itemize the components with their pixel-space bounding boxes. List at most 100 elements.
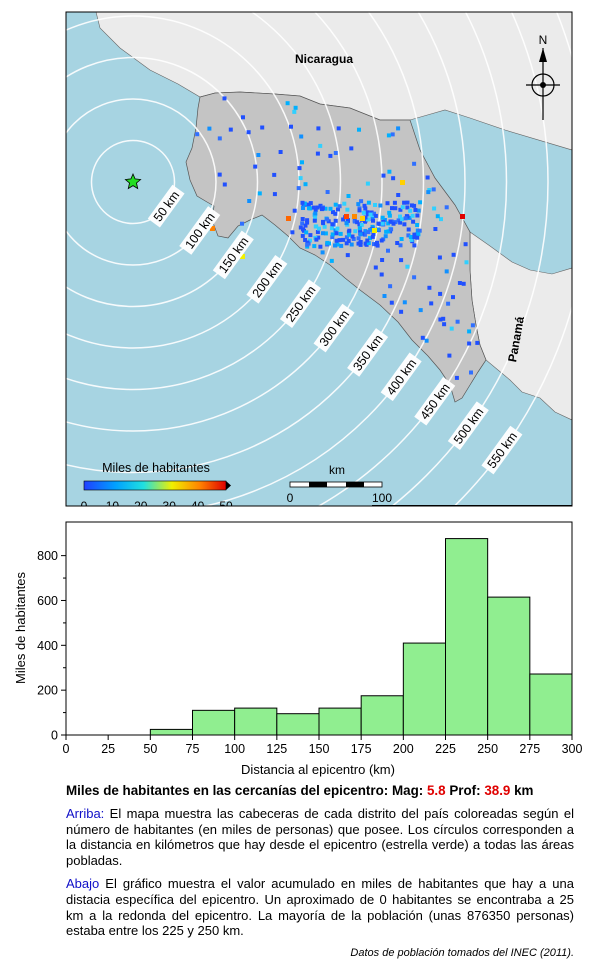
district-dot [415,223,420,227]
histogram-bar [360,695,404,736]
district-dot [398,220,403,225]
caption-arriba: Arriba: El mapa muestra las cabeceras de… [66,806,574,868]
district-dot-high [460,214,465,219]
population-dots [195,96,480,380]
district-dot [341,237,346,242]
district-dot [344,241,349,246]
district-dot [312,218,317,223]
district-dot [426,190,431,195]
district-dot [299,134,304,139]
district-dot [356,236,361,241]
district-dot [328,206,333,211]
district-dot [427,188,432,192]
district-dot [370,234,375,239]
district-dot-high [400,180,405,185]
district-dot [303,182,308,187]
district-dot-high [344,214,349,219]
district-dot [404,214,409,219]
colorbar-ticks: 0 10 20 30 40 50 [81,499,233,513]
district-dot [336,126,341,131]
district-dot [313,216,318,221]
district-dot [207,126,212,131]
district-dot [253,164,258,169]
district-dot [357,208,362,213]
district-dot [396,126,401,131]
district-dot [369,210,374,215]
prof-label: Prof: [449,783,481,798]
distance-ring [201,12,466,506]
district-dot [389,300,394,305]
district-dot [365,217,370,222]
district-dot [451,252,456,257]
district-dot [355,220,360,225]
source-note: Datos de población tomados del INEC (201… [350,946,574,959]
district-dot [353,229,358,234]
histogram-bar [529,673,573,736]
district-dot [305,202,310,207]
district-dot [336,207,340,212]
district-dot [388,219,393,224]
district-dot [427,285,432,290]
distance-ring [66,98,217,266]
district-dot [455,319,460,324]
district-dot [432,206,437,211]
district-dot [366,230,371,235]
district-dot [380,258,385,262]
district-dot [318,143,323,148]
district-dot [333,211,338,216]
district-dot [320,206,325,211]
district-dot [390,132,395,137]
district-dot [307,206,311,211]
district-dot [333,243,337,248]
colorbar-tick: 20 [134,499,148,513]
distance-ring [66,12,383,432]
colorbar-arrow [226,481,231,490]
district-dot [365,238,370,243]
district-dot [411,219,416,224]
y-axis-label: Miles de habitantes [13,571,28,684]
district-dot [300,233,305,238]
district-dot [285,101,290,106]
district-dot [315,205,320,210]
district-dot [321,221,326,226]
district-dot [350,234,355,239]
district-dot [344,221,349,226]
district-dot [364,242,369,247]
district-dot [469,370,473,375]
district-dot [444,205,449,210]
district-dot [368,236,372,241]
district-dot [391,221,396,226]
district-dot [437,255,442,260]
district-dot [329,226,334,231]
x-tick-label: 300 [562,742,583,756]
histogram-bar [192,709,236,736]
district-dot [373,265,378,270]
histogram-bar [402,642,447,736]
distance-ring [390,12,549,506]
y-tick-label: 600 [37,594,58,608]
district-dot [305,242,310,247]
x-tick-label: 0 [63,742,70,756]
distance-rings [66,12,572,506]
district-dot [365,212,370,217]
district-dot [335,226,340,231]
district-dot [402,200,407,205]
district-dot [380,221,385,226]
district-dot [305,240,310,245]
district-dot [320,231,325,236]
district-dot [406,233,411,238]
distance-ring [66,15,300,349]
epicenter-star [124,172,142,190]
district-dot [386,133,391,138]
district-dot [334,231,339,236]
district-dot [363,218,368,223]
district-dot [380,215,385,220]
district-dot [312,244,317,249]
district-dot [222,96,227,101]
district-dot [375,227,380,232]
district-dot [240,221,244,226]
district-dot [318,244,323,249]
district-dot [308,238,312,243]
district-dot [325,217,330,222]
